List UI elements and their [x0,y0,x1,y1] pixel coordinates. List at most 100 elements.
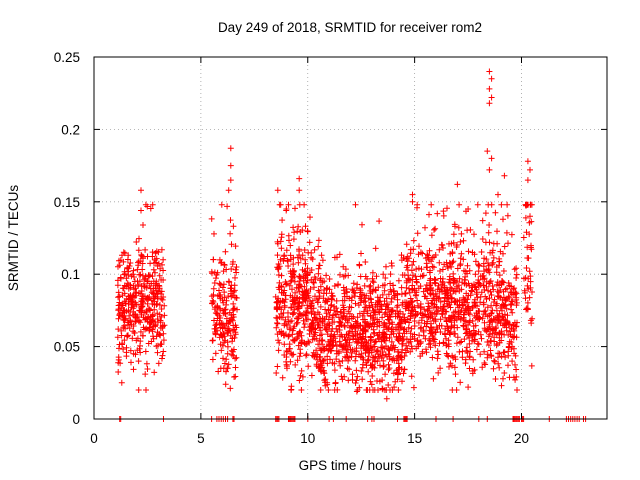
data-point [398,291,405,298]
data-point [305,338,312,345]
data-point [525,286,532,292]
data-point [231,282,238,289]
data-point [137,307,143,314]
data-point [114,277,121,284]
data-point [494,279,501,286]
data-point [385,361,392,368]
data-point [376,322,383,329]
data-point [356,262,363,269]
data-point [380,362,387,369]
data-point [456,201,463,208]
data-point [289,286,295,293]
data-point [158,313,165,320]
data-point [135,262,142,269]
data-point [397,353,404,360]
data-point [355,302,362,309]
data-point [298,387,305,393]
data-point [331,319,338,325]
data-point [450,258,457,265]
data-point [305,363,312,370]
data-point [381,330,388,337]
data-point [386,320,393,327]
data-point [395,277,402,284]
data-point [454,334,461,341]
data-point [443,335,449,342]
data-point [301,324,308,331]
data-point [116,299,123,306]
data-point [440,245,446,251]
data-point [289,300,296,307]
data-point [481,360,488,366]
data-point [375,355,382,362]
data-point [432,225,439,232]
data-point [374,323,381,330]
data-point [414,297,421,304]
data-point [281,304,288,311]
data-point [310,279,317,286]
data-point [135,258,142,265]
data-point [317,367,324,374]
data-point [132,311,138,317]
data-point [420,272,427,279]
data-point [465,206,472,212]
data-point [303,308,310,315]
data-point [123,353,130,360]
data-point [369,365,375,371]
data-point [312,293,318,300]
data-point [120,249,127,256]
data-point [457,339,463,346]
data-point [133,314,139,321]
data-point [273,304,280,311]
data-point [367,290,374,297]
data-point [391,294,398,301]
data-point [354,281,361,288]
data-point [481,255,488,262]
data-point [407,250,414,257]
data-point [459,354,466,361]
data-point [225,278,232,285]
data-point [137,349,144,356]
data-point [503,305,510,312]
data-point [328,302,334,309]
data-point [356,384,363,391]
data-point [343,349,350,356]
data-point [527,278,534,285]
data-point [320,295,327,302]
data-point [498,382,505,389]
data-point [430,264,437,271]
data-point [448,324,455,331]
data-point [499,278,506,285]
data-point [405,307,412,314]
data-point [231,305,238,312]
data-point [224,203,231,210]
data-point [160,294,167,300]
data-point [123,344,130,351]
data-point [160,348,167,355]
data-point [352,322,358,329]
data-point [453,340,460,347]
data-point [359,364,366,371]
x-tick-label: 0 [90,431,98,446]
data-point [426,269,433,276]
data-point [480,276,486,283]
data-point [278,272,285,279]
data-point [290,261,297,268]
data-point [508,301,515,307]
data-point [510,286,517,293]
data-point [132,292,139,299]
data-point [120,258,127,265]
data-point [283,247,290,254]
data-point [352,357,359,364]
data-point [218,201,225,208]
data-point [481,286,488,293]
data-point [225,361,232,368]
data-point [220,268,227,275]
data-point [228,347,235,354]
data-point [505,352,512,359]
data-point [465,310,472,317]
data-point [384,326,390,333]
data-point [284,322,290,329]
data-point [230,258,236,265]
data-point [214,302,221,309]
